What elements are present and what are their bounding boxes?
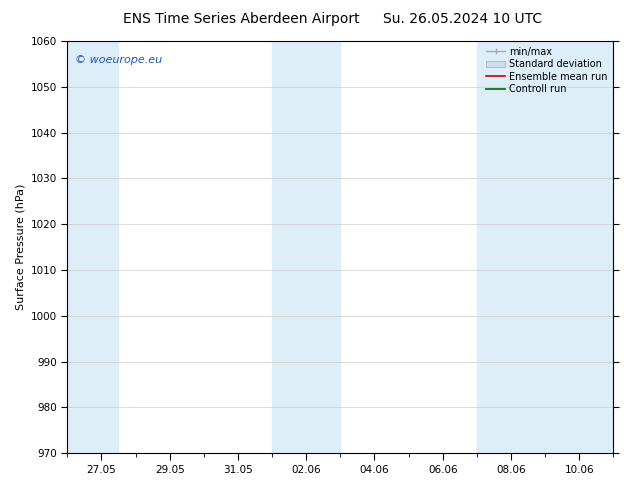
Text: © woeurope.eu: © woeurope.eu [75, 55, 162, 66]
Bar [272, 41, 340, 453]
Bar [545, 41, 614, 453]
Legend: min/max, Standard deviation, Ensemble mean run, Controll run: min/max, Standard deviation, Ensemble me… [482, 43, 612, 98]
Text: ENS Time Series Aberdeen Airport: ENS Time Series Aberdeen Airport [122, 12, 359, 26]
Text: Su. 26.05.2024 10 UTC: Su. 26.05.2024 10 UTC [384, 12, 542, 26]
Y-axis label: Surface Pressure (hPa): Surface Pressure (hPa) [15, 184, 25, 310]
Bar [477, 41, 545, 453]
Bar [67, 41, 119, 453]
